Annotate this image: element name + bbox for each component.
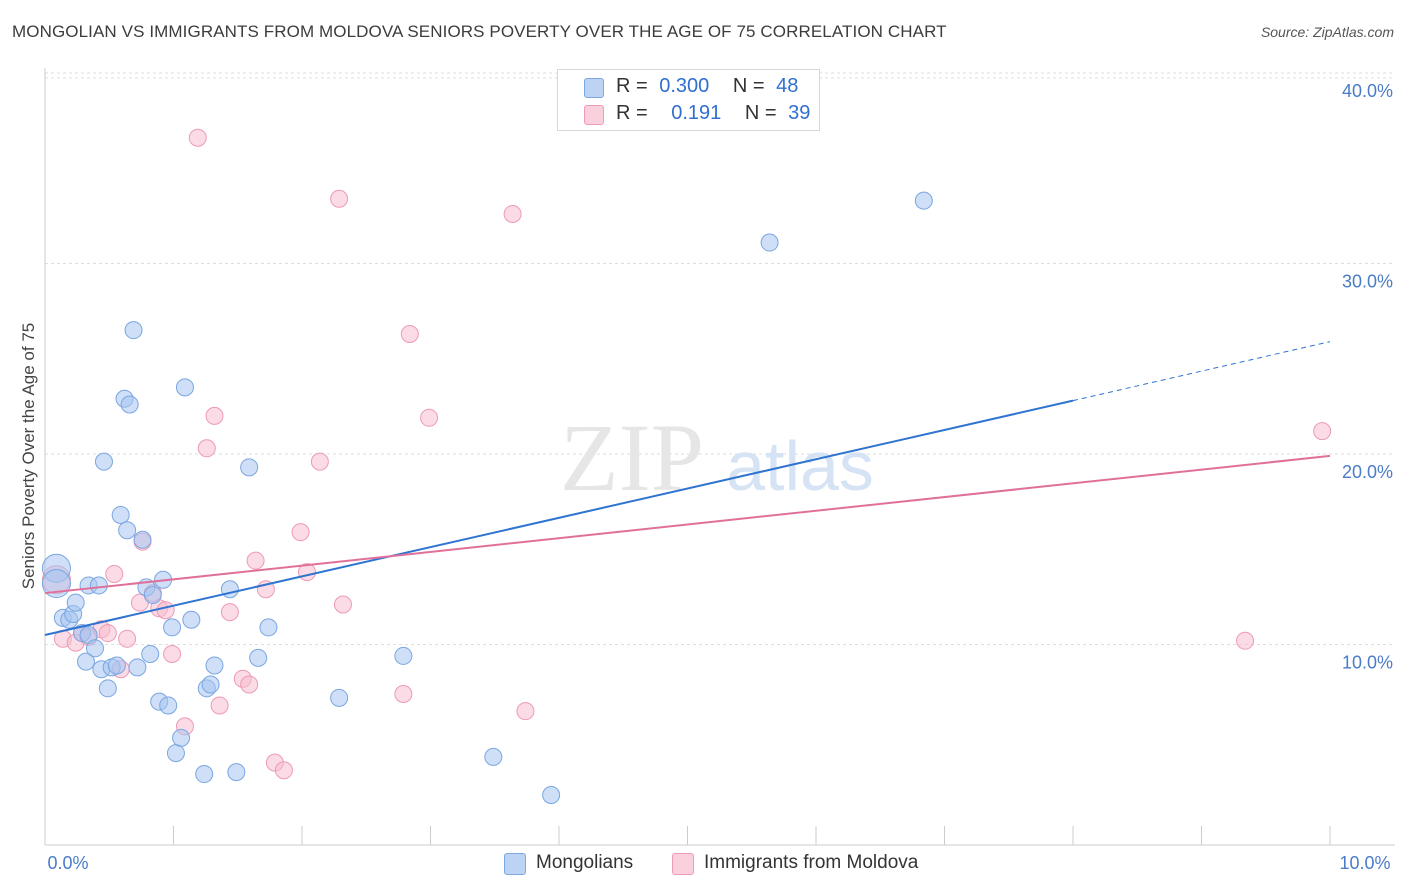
y-tick-label: 40.0% [1342, 81, 1393, 101]
mongolian-point [760, 233, 779, 252]
moldova-point [330, 189, 349, 208]
mongolian-point [484, 747, 503, 766]
moldova-point [291, 523, 310, 542]
x-tick-label: 10.0% [1339, 853, 1390, 873]
y-tick-label: 20.0% [1342, 462, 1393, 482]
mongolian-point [182, 610, 201, 629]
moldova-swatch [584, 105, 604, 125]
correlation-legend: R = 0.300 N = 48 R = 0.191 N = 39 [557, 69, 820, 131]
r-value-mongolians: 0.300 [659, 75, 710, 97]
moldova-point [274, 761, 293, 780]
mongolian-point [143, 585, 162, 604]
moldova-point [118, 629, 137, 648]
mongolian-point [128, 658, 147, 677]
mongolian-point [89, 576, 108, 595]
n-value-moldova: 39 [788, 102, 811, 124]
moldova-point [98, 624, 117, 643]
mongolian-point [205, 656, 224, 675]
moldova-point [197, 439, 216, 458]
chart-title: MONGOLIAN VS IMMIGRANTS FROM MOLDOVA SEN… [12, 22, 947, 41]
x-tick-label: 0.0% [47, 853, 88, 873]
r-label: R = [616, 75, 648, 97]
n-label: N = [744, 102, 777, 124]
mongolian-point [124, 321, 143, 340]
moldova-point [246, 551, 265, 570]
n-value-mongolians: 48 [776, 75, 799, 97]
mongolian-point [133, 530, 152, 549]
moldova-trend-line [44, 454, 1331, 595]
r-value-moldova: 0.191 [671, 102, 722, 124]
moldova-point [1236, 631, 1255, 650]
mongolian-point [394, 646, 413, 665]
watermark-atlas: atlas [726, 427, 874, 505]
moldova-point [220, 603, 239, 622]
mongolian-point [227, 763, 246, 782]
moldova-point [420, 408, 439, 427]
watermark-zip: ZIP [560, 404, 704, 511]
y-tick-label: 10.0% [1342, 653, 1393, 673]
mongolian-point [118, 521, 137, 540]
moldova-point [394, 685, 413, 704]
moldova-point [240, 675, 259, 694]
mongolian-point [159, 696, 178, 715]
moldova-point [105, 565, 124, 584]
mongolian-point [172, 728, 191, 747]
moldova-point [516, 702, 535, 721]
mongolian-point [163, 618, 182, 637]
mongolian-point [141, 645, 160, 664]
mongolian-point [201, 675, 220, 694]
mongolian-point [107, 656, 126, 675]
mongolian-point [166, 744, 185, 763]
r-label: R = [616, 102, 648, 124]
mongolians-trend-line [44, 399, 1074, 636]
mongolian-point [120, 395, 139, 414]
mongolian-point [195, 765, 214, 784]
mongolians-swatch [584, 78, 604, 98]
moldova-swatch [672, 853, 694, 875]
mongolian-point [85, 639, 104, 658]
moldova-point [310, 452, 329, 471]
mongolian-point [94, 452, 113, 471]
mongolian-point [175, 378, 194, 397]
mongolian-point [111, 505, 130, 524]
mongolian-point [240, 458, 259, 477]
mongolian-point [76, 652, 95, 671]
y-axis-label: Seniors Poverty Over the Age of 75 [19, 323, 38, 589]
moldova-point [210, 696, 229, 715]
mongolians-trend-extension [1072, 341, 1331, 402]
moldova-point [188, 128, 207, 147]
mongolians-swatch [504, 853, 526, 875]
bottom-legend-moldova-label: Immigrants from Moldova [704, 852, 919, 873]
n-label: N = [732, 75, 765, 97]
moldova-point [333, 595, 352, 614]
mongolian-point [914, 191, 933, 210]
mongolian-point [542, 785, 561, 804]
moldova-point [503, 204, 522, 223]
bottom-legend-mongolians-label: Mongolians [536, 852, 634, 873]
moldova-point [205, 406, 224, 425]
y-tick-label: 30.0% [1342, 272, 1393, 292]
mongolian-point [98, 679, 117, 698]
mongolian-point [259, 618, 278, 637]
moldova-point [163, 645, 182, 664]
moldova-point [156, 601, 175, 620]
moldova-point [1313, 422, 1332, 441]
source-label: Source: ZipAtlas.com [1260, 24, 1394, 40]
moldova-point [400, 324, 419, 343]
mongolian-point [330, 688, 349, 707]
mongolian-point [66, 593, 85, 612]
mongolian-point [249, 648, 268, 667]
